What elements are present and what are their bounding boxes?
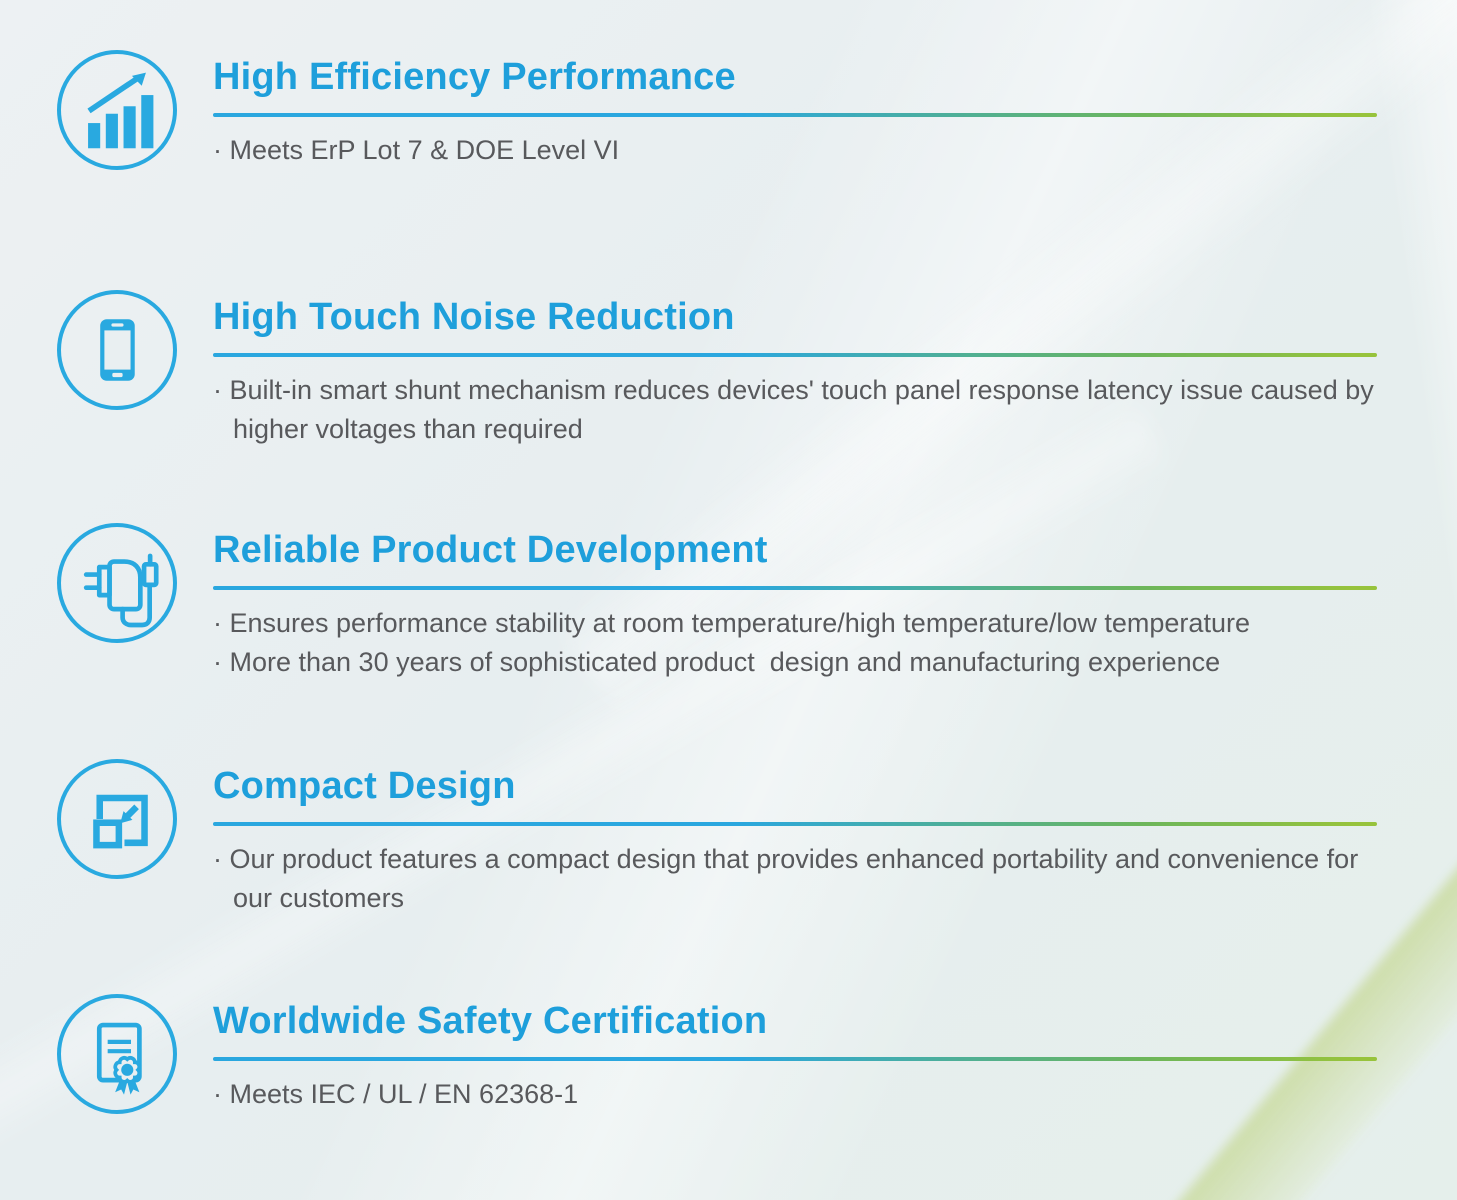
feature-icon-circle (57, 759, 177, 879)
divider-line (213, 822, 1377, 826)
feature-title: Reliable Product Development (213, 529, 768, 571)
feature-icon-circle (57, 290, 177, 410)
feature-points: · Meets IEC / UL / EN 62368-1 (213, 1075, 1403, 1114)
certificate-icon (96, 1022, 142, 1095)
feature-section-certification: Worldwide Safety Certification · Meets I… (57, 994, 1403, 1114)
feature-point: · Our product features a compact design … (213, 844, 1366, 913)
feature-point: · Built-in smart shunt mechanism reduces… (213, 375, 1382, 444)
feature-title: Worldwide Safety Certification (213, 1000, 768, 1042)
feature-title: High Touch Noise Reduction (213, 296, 735, 338)
growth-chart-icon (87, 72, 154, 149)
divider-line (213, 113, 1377, 117)
power-adapter-icon (83, 553, 159, 628)
divider-line (213, 586, 1377, 590)
feature-points: · Ensures performance stability at room … (213, 604, 1403, 682)
feature-section-reliability: Reliable Product Development · Ensures p… (57, 523, 1403, 682)
feature-title: High Efficiency Performance (213, 56, 736, 98)
feature-icon-circle (57, 50, 177, 170)
feature-point: · Meets IEC / UL / EN 62368-1 (213, 1079, 579, 1109)
divider-line (213, 353, 1377, 357)
feature-section-touch-noise: High Touch Noise Reduction · Built-in sm… (57, 290, 1403, 449)
feature-points: · Our product features a compact design … (213, 840, 1403, 918)
feature-points: · Built-in smart shunt mechanism reduces… (213, 371, 1403, 449)
feature-points: · Meets ErP Lot 7 & DOE Level VI (213, 131, 1403, 170)
feature-point: · Ensures performance stability at room … (213, 608, 1250, 638)
feature-point: · Meets ErP Lot 7 & DOE Level VI (213, 135, 620, 165)
compact-resize-icon (93, 794, 148, 849)
feature-title: Compact Design (213, 765, 516, 807)
feature-icon-circle (57, 994, 177, 1114)
feature-icon-circle (57, 523, 177, 643)
divider-line (213, 1057, 1377, 1061)
feature-section-efficiency: High Efficiency Performance · Meets ErP … (57, 50, 1403, 170)
feature-section-compact: Compact Design · Our product features a … (57, 759, 1403, 918)
feature-point: · More than 30 years of sophisticated pr… (213, 647, 1221, 677)
smartphone-icon (100, 319, 135, 381)
